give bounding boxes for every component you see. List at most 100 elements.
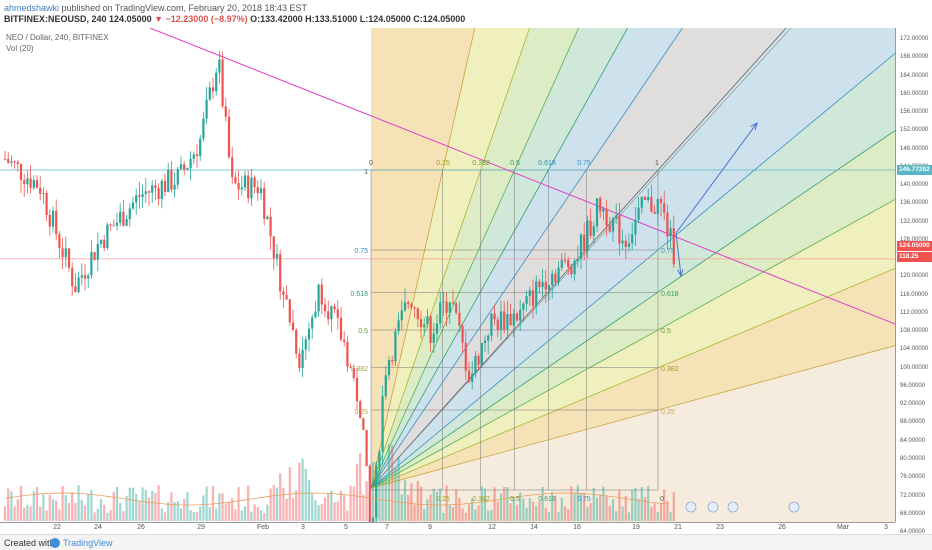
fib-bottom-label: 0.25 <box>436 496 450 503</box>
candle-body <box>528 290 531 297</box>
volume-bar <box>307 480 311 521</box>
price-tick: 68.00000 <box>900 510 926 517</box>
price-tick: 120.00000 <box>900 273 929 280</box>
last-price-badge: 124.05000 <box>897 241 932 251</box>
volume-bar <box>647 486 650 521</box>
volume-bar <box>16 499 19 521</box>
volume-bar <box>474 509 477 521</box>
volume-bar <box>621 506 624 521</box>
candle-body <box>103 239 106 249</box>
volume-bar <box>330 490 333 521</box>
candle-body <box>637 207 640 220</box>
volume-bar <box>471 498 474 521</box>
candle-body <box>663 203 666 213</box>
volume-bar <box>349 485 352 521</box>
candle-body <box>51 210 55 227</box>
volume-bar <box>643 496 647 521</box>
candle-body <box>423 324 426 328</box>
candle-body <box>173 184 176 190</box>
candle-body <box>464 342 467 371</box>
candle-body <box>346 341 349 367</box>
candle-body <box>551 273 554 286</box>
volume-bar <box>144 489 147 521</box>
candle-body <box>141 194 144 198</box>
volume-bar <box>586 506 589 521</box>
volume-bar <box>659 502 663 521</box>
volume-bar <box>467 504 471 521</box>
time-tick: 3 <box>301 524 305 531</box>
candle-body <box>525 296 528 304</box>
volume-bar <box>125 496 128 521</box>
trend-line <box>149 28 895 325</box>
volume-bar <box>266 504 269 521</box>
time-tick: Mar <box>836 524 850 531</box>
candle-body <box>3 158 7 160</box>
time-tick: 26 <box>137 524 145 531</box>
volume-bar <box>224 503 227 521</box>
volume-bar <box>637 498 640 521</box>
volume-bar <box>570 486 573 521</box>
chart-canvas[interactable]: 0 0.25 0.382 0.5 0.618 0.75 1 0.25 0.382 0.5 0.618… <box>0 28 895 522</box>
volume-bar <box>45 510 48 521</box>
volume-bar <box>320 504 323 521</box>
time-tick: 3 <box>884 524 888 531</box>
last-price: 124.05000 <box>109 14 152 24</box>
price-tick: 116.00000 <box>900 291 928 298</box>
volume-bar <box>496 501 499 521</box>
volume-bar <box>355 464 359 521</box>
fib-left-label: 0.5 <box>358 328 368 335</box>
volume-bar <box>541 486 544 521</box>
author-link[interactable]: ahmedshawki <box>4 3 60 13</box>
volume-bar <box>253 504 256 521</box>
price-tick: 156.00000 <box>900 109 929 116</box>
volume-bar <box>445 485 448 521</box>
fib-top-label: 0.618 <box>538 160 556 167</box>
candle-body <box>77 277 80 293</box>
volume-bar <box>51 499 55 521</box>
volume-bar <box>64 495 67 521</box>
volume-bar <box>77 485 80 521</box>
candle-body <box>215 72 218 92</box>
volume-bar <box>103 504 106 521</box>
volume-bar <box>167 502 170 521</box>
candle-body <box>26 178 29 185</box>
volume-bar <box>128 487 131 521</box>
candle-body <box>208 87 211 100</box>
volume-bar <box>74 502 77 521</box>
legend-symbol: NEO / Dollar, 240, BITFINEX <box>6 33 109 42</box>
event-flag-icon <box>788 501 800 513</box>
candle-body <box>83 275 87 279</box>
candle-body <box>611 218 615 232</box>
candle-body <box>416 308 419 320</box>
volume-bar <box>119 502 122 521</box>
volume-bar <box>605 496 608 521</box>
candle-body <box>240 187 243 190</box>
candle-body <box>80 275 83 278</box>
tradingview-brand[interactable]: TradingView <box>63 538 113 548</box>
candle-body <box>640 196 643 208</box>
candle-body <box>163 180 167 193</box>
volume-bar <box>170 492 173 521</box>
price-axis[interactable]: 172.00000 168.00000 164.00000 160.00000 156.… <box>895 28 932 550</box>
candle-body <box>375 465 378 518</box>
candle-body <box>285 294 288 300</box>
candle-body <box>538 281 541 288</box>
volume-bar <box>115 486 119 521</box>
fib-right-label: 0.618 <box>661 291 679 298</box>
price-change: ▼ −12.23000 (−8.97%) <box>154 14 248 24</box>
candle-body <box>391 360 394 362</box>
volume-bar <box>263 512 266 521</box>
volume-bar <box>279 473 282 521</box>
candle-body <box>499 311 503 330</box>
candle-body <box>189 158 192 169</box>
volume-bar <box>234 509 237 521</box>
fib-right-label: 0.75 <box>661 248 675 255</box>
volume-bar <box>368 495 371 521</box>
candle-body <box>343 339 346 342</box>
candle-body <box>339 317 343 340</box>
candle-body <box>627 243 631 247</box>
candle-body <box>458 312 461 326</box>
time-tick: 22 <box>53 524 61 531</box>
time-axis[interactable]: 22 24 26 29 Feb 3 5 7 9 12 14 16 19 21 23 26 Mar 3 <box>0 522 895 534</box>
candle-body <box>199 138 202 157</box>
